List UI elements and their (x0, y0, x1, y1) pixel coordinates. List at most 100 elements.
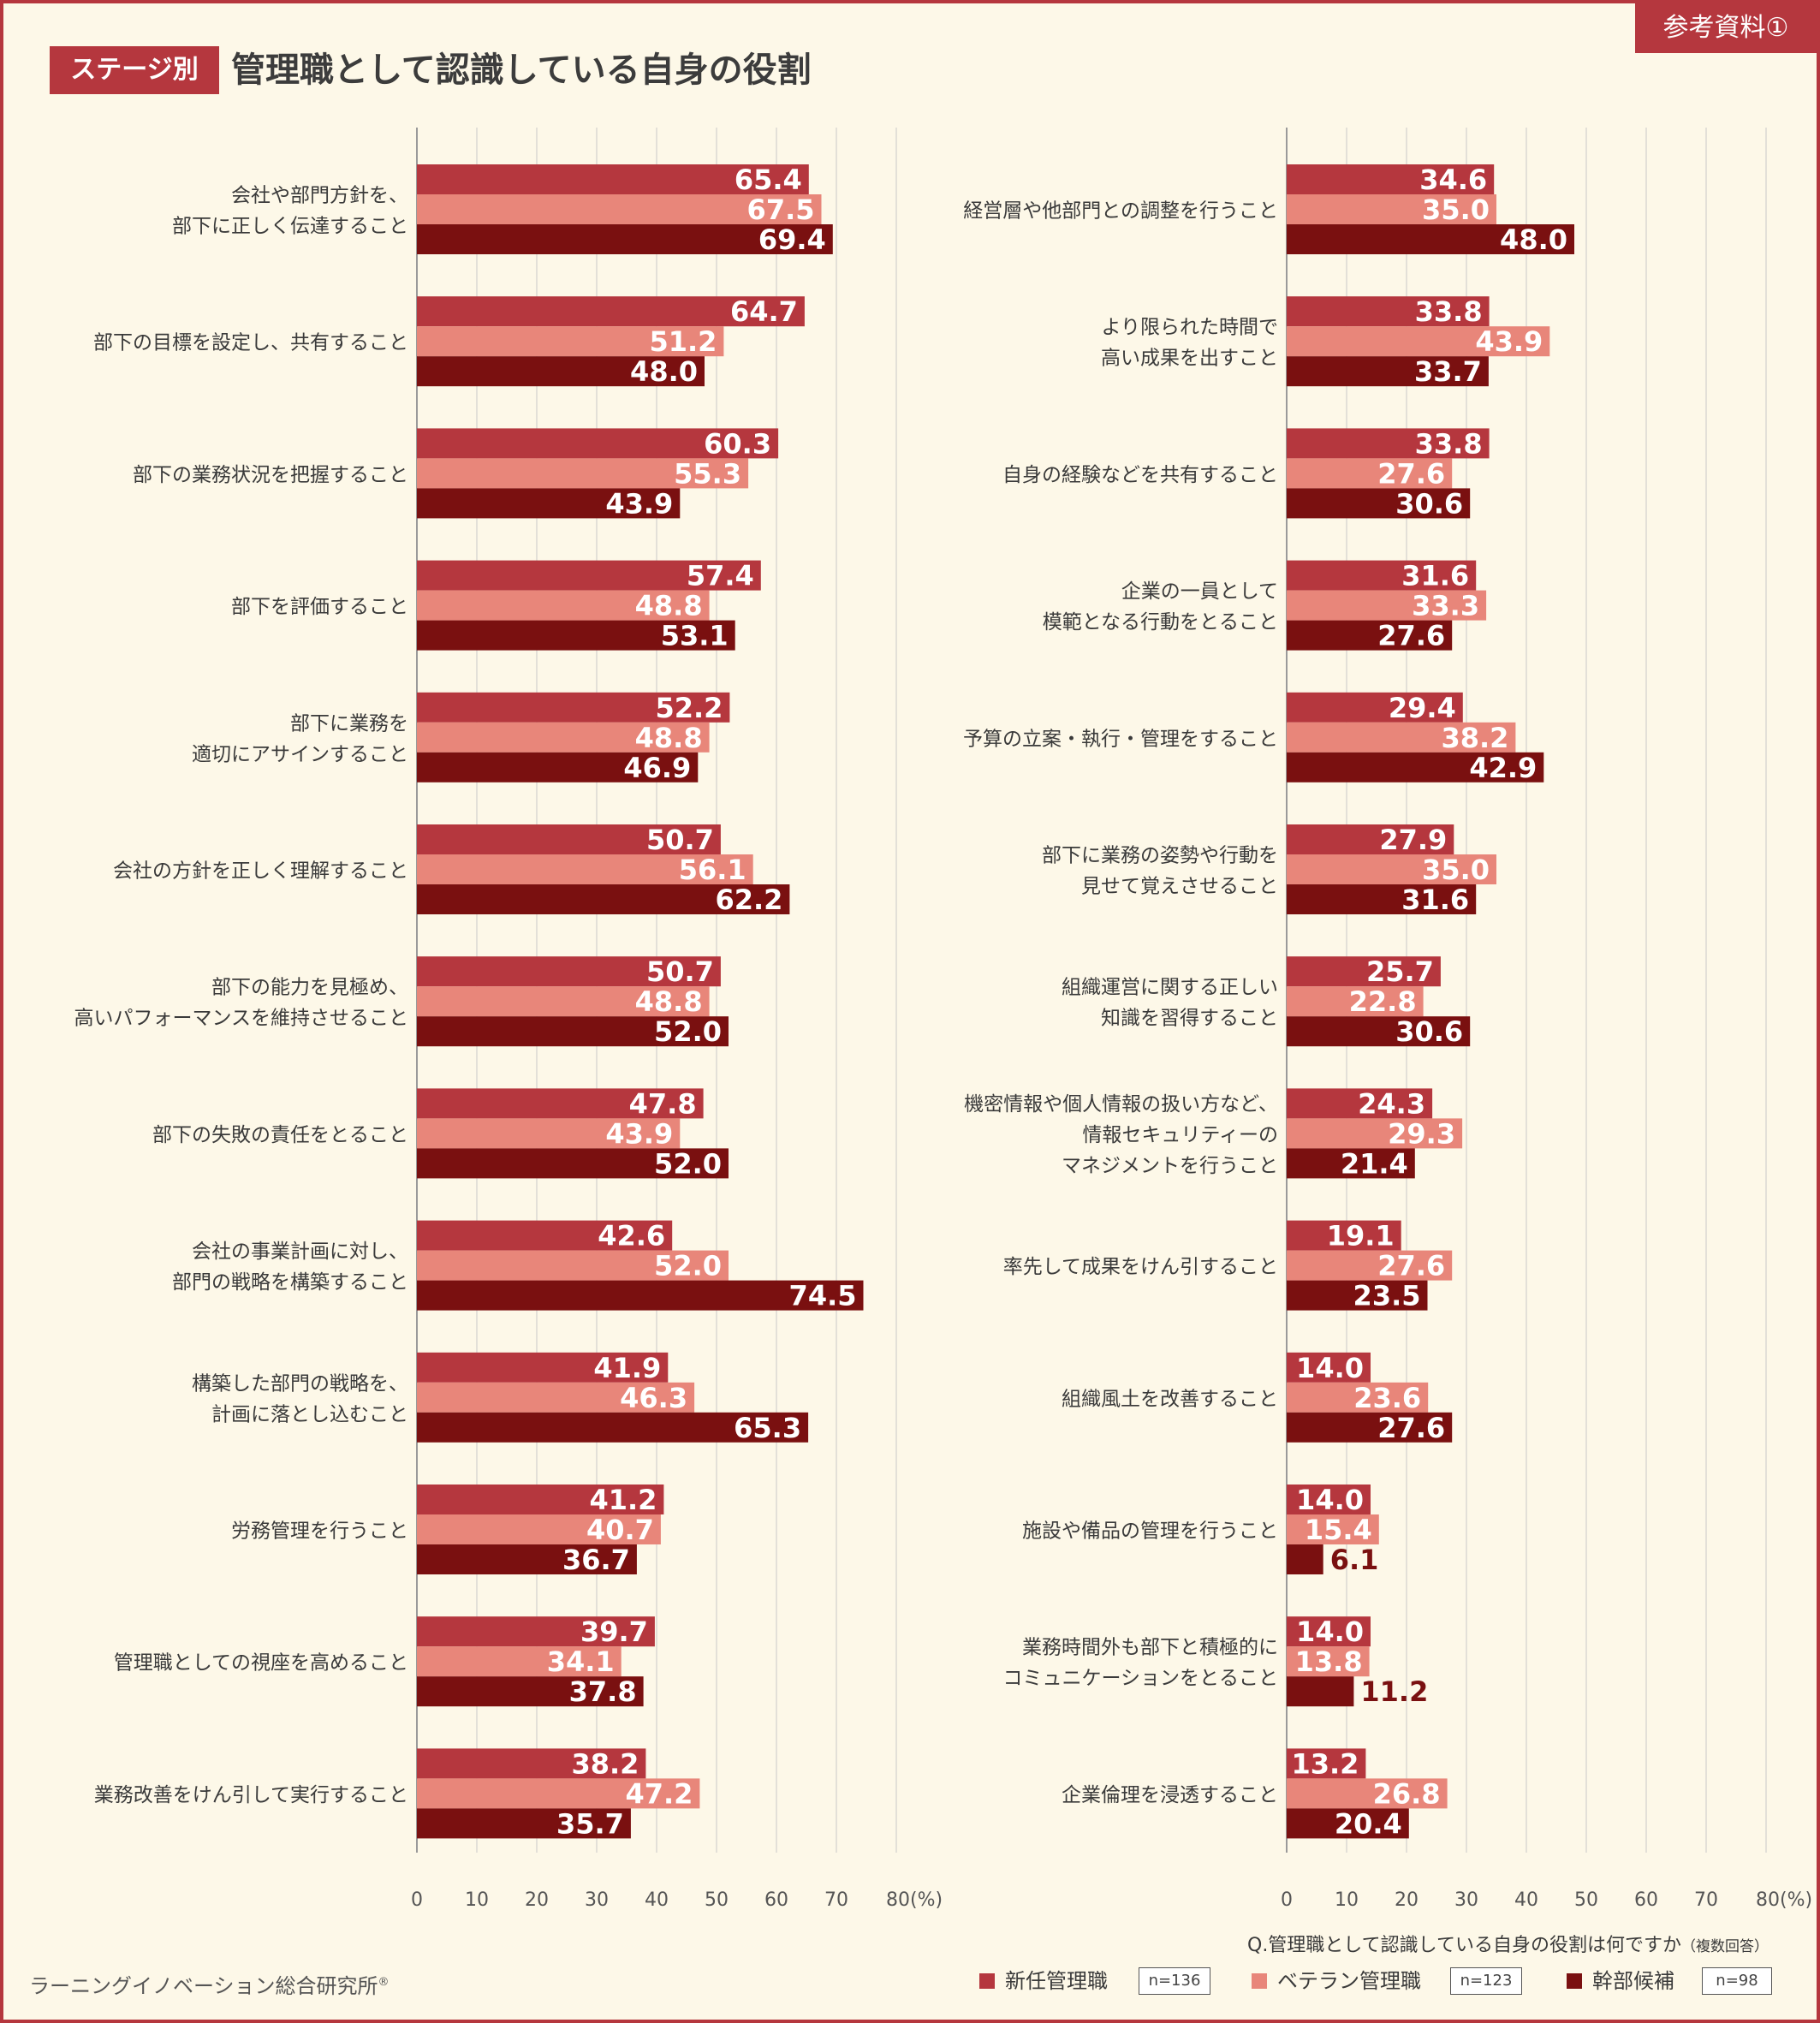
right-bar-executive-candidate (1287, 884, 1477, 914)
left-data-label: 52.2 (655, 692, 723, 724)
left-bar-veteran-manager (417, 722, 710, 753)
right-tick-label: 50 (1574, 1889, 1598, 1911)
left-bar-new-manager (417, 1352, 669, 1383)
right-bar-veteran-manager (1287, 590, 1487, 621)
right-data-label: 23.5 (1353, 1280, 1421, 1312)
left-bar-new-manager (417, 1616, 655, 1647)
right-category-label: 機密情報や個人情報の扱い方など、情報セキュリティーのマネジメントを行うこと (964, 1093, 1278, 1177)
left-bar-new-manager (417, 1088, 704, 1119)
right-bar-executive-candidate (1287, 752, 1544, 782)
registered-mark: ® (378, 1976, 390, 1989)
right-bar-veteran-manager (1287, 1646, 1370, 1677)
right-bar-new-manager (1287, 1088, 1433, 1119)
legend: 新任管理職 n=136 ベテラン管理職 n=123 幹部候補 n=98 (979, 1964, 1784, 1998)
left-tick-label: 30 (585, 1889, 609, 1911)
left-category-label: 管理職としての視座を高めること (114, 1652, 408, 1675)
left-data-label: 42.6 (598, 1220, 665, 1252)
right-bar-new-manager (1287, 428, 1490, 459)
right-data-label: 30.6 (1395, 487, 1463, 520)
left-bar-executive-candidate (417, 1676, 644, 1707)
right-data-label: 24.3 (1358, 1087, 1425, 1120)
right-data-label: 27.9 (1379, 824, 1447, 856)
right-data-label: 14.0 (1296, 1615, 1364, 1648)
left-tick-label: 50 (705, 1889, 729, 1911)
right-category-label: 組織風土を改善すること (1062, 1388, 1278, 1410)
right-data-label: 35.0 (1422, 854, 1490, 886)
stage-tag: ステージ別 (50, 46, 219, 94)
left-bar-executive-candidate (417, 1016, 729, 1047)
right-bar-executive-candidate (1287, 356, 1489, 387)
right-bar-veteran-manager (1287, 194, 1496, 224)
left-data-label: 41.2 (589, 1484, 657, 1516)
right-bar-new-manager (1287, 1748, 1366, 1779)
right-tick-label: 0 (1281, 1889, 1293, 1911)
right-data-label: 30.6 (1395, 1015, 1463, 1048)
left-data-label: 47.2 (625, 1777, 693, 1810)
right-bar-executive-candidate (1287, 1412, 1453, 1443)
right-bar-executive-candidate (1287, 488, 1471, 519)
left-bar-executive-candidate (417, 1148, 729, 1179)
left-data-label: 47.8 (629, 1087, 697, 1120)
right-data-label: 21.4 (1341, 1147, 1408, 1180)
right-tick-label: 30 (1454, 1889, 1478, 1911)
left-bar-veteran-manager (417, 1646, 622, 1677)
legend-label: 幹部候補 (1592, 1969, 1674, 1993)
right-category-label: 業務時間外も部下と積極的にコミュニケーションをとること (1002, 1637, 1278, 1690)
right-bar-executive-candidate (1287, 1808, 1409, 1839)
left-bar-executive-candidate (417, 356, 705, 387)
left-data-label: 36.7 (562, 1544, 630, 1576)
left-data-label: 53.1 (661, 620, 729, 652)
organization-text: ラーニングイノベーション総合研究所 (29, 1974, 378, 1998)
left-data-label: 37.8 (569, 1675, 637, 1708)
left-bar-veteran-manager (417, 1382, 695, 1413)
right-category-label: 率先して成果をけん引すること (1003, 1256, 1278, 1278)
right-bar-veteran-manager (1287, 854, 1496, 884)
left-bar-veteran-manager (417, 326, 724, 357)
right-data-label: 33.8 (1415, 427, 1483, 460)
left-bar-veteran-manager (417, 1514, 661, 1544)
left-bar-new-manager (417, 296, 805, 327)
left-data-label: 39.7 (580, 1615, 648, 1648)
right-bar-veteran-manager (1287, 1382, 1429, 1413)
legend-label: 新任管理職 (1005, 1969, 1108, 1993)
left-category-label: 部下を評価すること (231, 596, 408, 618)
right-data-label: 33.3 (1412, 590, 1479, 622)
right-bar-executive-candidate (1287, 224, 1574, 254)
right-data-label: 29.3 (1388, 1117, 1455, 1150)
right-bar-veteran-manager (1287, 1778, 1448, 1809)
left-bar-executive-candidate (417, 1412, 809, 1443)
right-bar-veteran-manager (1287, 326, 1550, 357)
right-bar-executive-candidate (1287, 1544, 1323, 1574)
left-data-label: 52.0 (654, 1147, 722, 1180)
right-data-label: 13.2 (1291, 1747, 1359, 1780)
right-data-label: 23.6 (1353, 1382, 1421, 1414)
left-bar-veteran-manager (417, 458, 749, 489)
right-bar-veteran-manager (1287, 1118, 1463, 1149)
left-bar-veteran-manager (417, 986, 710, 1017)
left-tick-label: 0 (411, 1889, 423, 1911)
left-data-label: 52.0 (654, 1250, 722, 1282)
right-tick-label: 40 (1514, 1889, 1538, 1911)
right-data-label: 27.6 (1377, 620, 1445, 652)
left-bar-new-manager (417, 164, 809, 194)
right-bar-new-manager (1287, 1220, 1401, 1251)
left-data-label: 34.1 (547, 1645, 615, 1678)
right-data-label: 20.4 (1335, 1807, 1402, 1840)
left-data-label: 67.5 (747, 193, 815, 226)
left-category-label: 構築した部門の戦略を、計画に落とし込むこと (192, 1372, 408, 1425)
left-bar-executive-candidate (417, 1544, 637, 1574)
right-data-label: 27.6 (1377, 1412, 1445, 1444)
right-data-label: 31.6 (1401, 560, 1469, 592)
legend-sample-size: n=136 (1139, 1967, 1210, 1995)
right-category-label: 部下に業務の姿勢や行動を見せて覚えさせること (1042, 845, 1278, 898)
right-category-label: 経営層や他部門との調整を行うこと (963, 200, 1278, 223)
right-data-label: 19.1 (1327, 1220, 1395, 1252)
right-bar-new-manager (1287, 1616, 1371, 1647)
left-data-label: 57.4 (687, 560, 754, 592)
right-bar-veteran-manager (1287, 986, 1424, 1017)
left-data-label: 74.5 (789, 1280, 857, 1312)
left-tick-label: 70 (824, 1889, 848, 1911)
left-bar-new-manager (417, 428, 779, 459)
left-data-label: 65.3 (734, 1412, 801, 1444)
left-data-label: 40.7 (586, 1514, 654, 1546)
